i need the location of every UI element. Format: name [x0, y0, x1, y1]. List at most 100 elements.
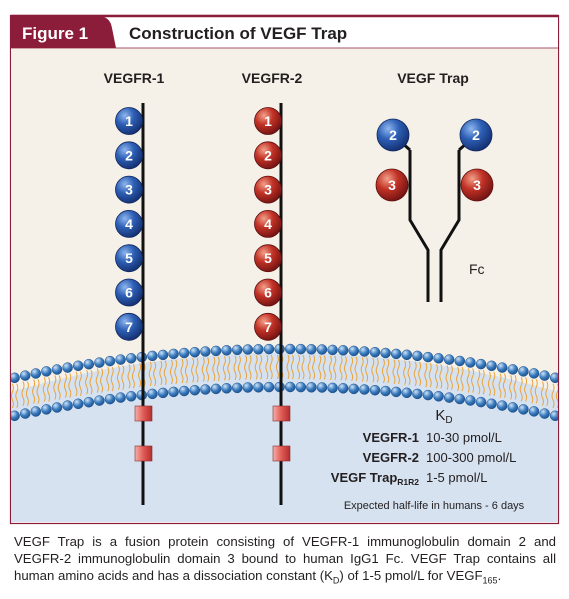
lipid-tail — [460, 366, 464, 392]
lipid-tail — [545, 381, 549, 406]
vegfr1-domain-label: 3 — [125, 182, 133, 198]
lipid-head — [507, 402, 519, 413]
lipid-tail — [78, 371, 82, 397]
lipid-head — [83, 396, 95, 408]
lipid-head — [94, 395, 105, 406]
lipid-tail — [201, 357, 205, 382]
vegfr1-domain-circle — [115, 141, 143, 170]
lipid-tail — [371, 357, 375, 383]
lipid-tail — [163, 360, 167, 386]
lipid-head — [412, 388, 423, 400]
lipid-head — [475, 396, 487, 408]
vegfr1-domain-circle — [115, 278, 143, 307]
lipid-head — [30, 368, 42, 379]
kd-row-name: VEGFR-1 — [363, 430, 419, 445]
lipid-head — [242, 382, 254, 393]
vegfr2-domain-circle — [254, 244, 282, 273]
vegfr2-label: VEGFR-2 — [242, 70, 303, 86]
vegfr1-domain-6: 6 — [115, 278, 143, 307]
lipid-tail — [563, 386, 565, 410]
lipid-tail — [265, 354, 269, 380]
vegfr1-kinase-box — [134, 405, 153, 422]
trap-domain-right-top: 2 — [459, 118, 493, 152]
lipid-tail — [47, 377, 51, 402]
lipid-head — [178, 347, 190, 359]
lipid-head — [539, 370, 550, 381]
half-life-note: Expected half-life in humans - 6 days — [344, 500, 525, 512]
lipid-head — [475, 358, 487, 370]
lipid-head — [528, 406, 540, 417]
lipid-head — [561, 413, 569, 423]
lipid-head — [72, 360, 84, 372]
lipid-tail — [492, 371, 496, 397]
lipid-tail — [195, 357, 199, 383]
lipid-head — [359, 346, 370, 357]
lipid-tail — [191, 357, 195, 383]
vegf-trap-label: VEGF Trap — [397, 70, 469, 86]
lipid-tail — [290, 354, 294, 380]
lipid-head — [348, 383, 360, 395]
lipid-tail — [184, 358, 188, 384]
figure-badge — [11, 16, 116, 48]
lipid-tail — [418, 361, 422, 387]
lipid-head — [62, 400, 73, 411]
lipid-tail — [180, 358, 184, 384]
lipid-head — [231, 344, 243, 356]
lipid-tail — [63, 373, 67, 398]
vegfr2-domain-label: 6 — [264, 285, 272, 301]
cell-membrane — [11, 343, 569, 423]
vegfr2-kinase-domains — [272, 405, 291, 462]
vegfr1-domains: 1 2 3 4 5 6 7 — [115, 107, 143, 341]
lipid-head — [549, 410, 558, 422]
lipid-head — [316, 382, 328, 393]
lipid-tail — [343, 356, 347, 381]
lipid-head — [390, 386, 402, 398]
vegfr1-domain-circle — [115, 107, 143, 135]
lipid-tail — [456, 366, 460, 392]
vegfr1-domain-2: 2 — [115, 141, 143, 170]
lipid-tail — [509, 375, 513, 400]
lipid-tail — [110, 366, 114, 392]
lipid-head — [30, 406, 42, 417]
trap-right-arm — [439, 150, 461, 302]
vegfr2-domain-2: 2 — [254, 141, 282, 170]
lipid-tail — [375, 357, 379, 383]
lipid-tail — [153, 361, 157, 387]
lipid-head — [168, 386, 179, 398]
lipid-tail — [534, 379, 538, 404]
kd-heading: KD — [435, 407, 452, 426]
lipid-head — [422, 389, 434, 401]
lipid-tail — [53, 375, 57, 400]
lipid-head — [422, 351, 434, 363]
trap-domain-left-bottom: 3 — [375, 168, 409, 202]
lipid-tail — [307, 355, 311, 380]
vegfr1-domain-circle — [115, 209, 143, 238]
kd-table: KD VEGFR-1 10-30 pmol/L VEGFR-2 100-300 … — [331, 407, 525, 512]
lipid-tail — [392, 359, 396, 385]
lipid-head — [359, 384, 370, 395]
lipid-head — [390, 348, 402, 360]
lipid-tail — [449, 365, 453, 390]
lipid-head — [83, 358, 95, 370]
vegfr1-domain-3: 3 — [115, 175, 143, 204]
lipid-tail — [396, 359, 400, 385]
vegfr1-domain-label: 1 — [125, 113, 133, 129]
lipid-tail — [428, 362, 432, 388]
lipid-tail — [477, 369, 481, 395]
lipid-tail — [312, 355, 316, 380]
lipid-head — [539, 408, 550, 419]
lipid-tail — [259, 355, 263, 380]
lipid-tail — [85, 369, 89, 395]
lipid-tail — [131, 364, 135, 389]
lipid-tail — [95, 368, 99, 393]
vegfr2-domain-label: 5 — [264, 250, 272, 266]
lipid-head — [507, 364, 519, 375]
lipid-head — [306, 382, 317, 393]
lipid-tail — [286, 354, 290, 380]
vegfr1-kinase-box — [134, 445, 153, 462]
lipid-head — [242, 344, 254, 355]
lipid-head — [263, 343, 275, 355]
lipid-tail — [403, 360, 407, 386]
lipid-head — [104, 393, 116, 405]
vegfr2-domain-circle — [254, 209, 282, 238]
